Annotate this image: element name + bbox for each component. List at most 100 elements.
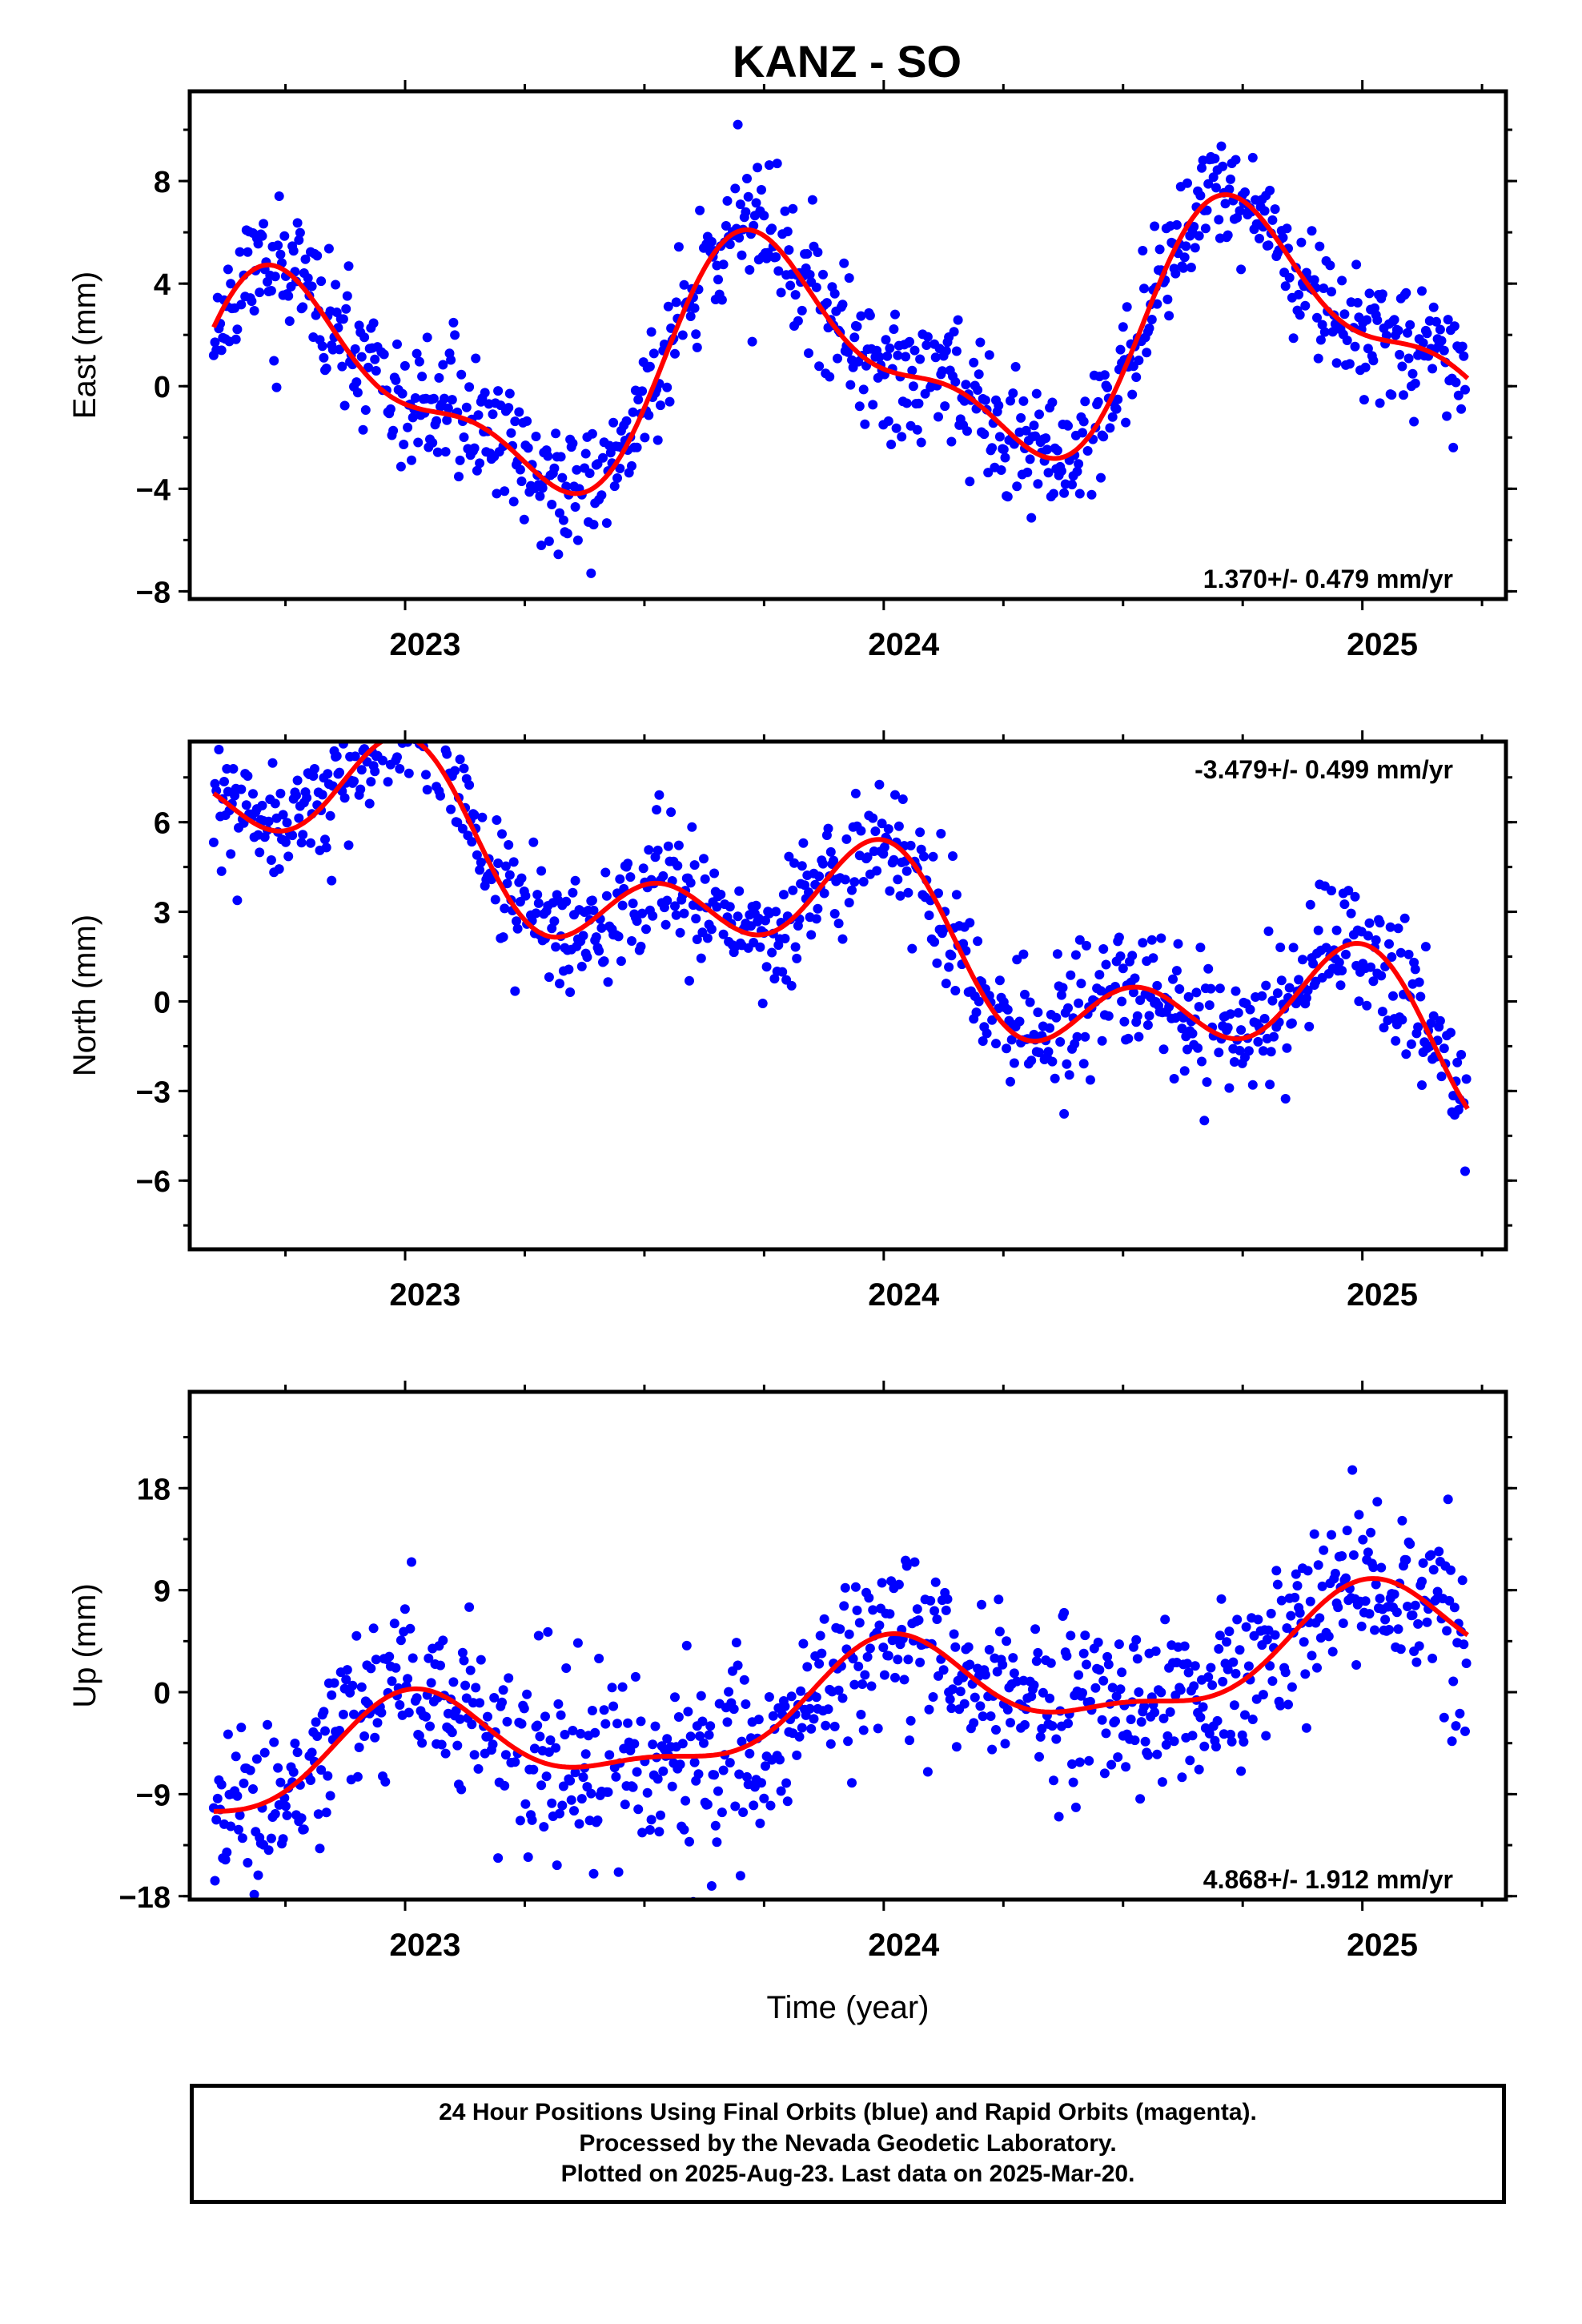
data-point — [1139, 1702, 1149, 1712]
data-point — [885, 1609, 895, 1619]
data-point — [1130, 1735, 1140, 1746]
data-point — [591, 932, 601, 943]
data-points-north — [208, 705, 1472, 1176]
data-point — [1337, 275, 1347, 286]
data-point — [492, 815, 502, 825]
data-point — [448, 721, 458, 730]
data-point — [629, 1739, 640, 1749]
data-point — [510, 986, 520, 996]
data-point — [1431, 316, 1441, 327]
data-point — [226, 1821, 236, 1831]
data-point — [615, 464, 625, 473]
data-point — [1331, 358, 1342, 368]
data-point — [648, 911, 658, 921]
data-point — [1204, 1728, 1215, 1739]
data-point — [942, 1594, 953, 1604]
data-point — [1247, 152, 1258, 163]
data-point — [915, 827, 926, 838]
data-point — [1436, 1072, 1447, 1082]
data-point — [1364, 1609, 1375, 1619]
data-point — [335, 1726, 344, 1735]
data-point — [709, 1770, 720, 1780]
data-point — [922, 1767, 933, 1777]
data-point — [516, 1719, 527, 1729]
data-point — [1070, 1802, 1081, 1812]
data-point — [1174, 984, 1185, 994]
data-point — [455, 754, 465, 765]
data-point — [792, 1750, 802, 1760]
data-point — [1177, 1772, 1187, 1783]
data-point — [475, 865, 485, 875]
data-point — [825, 1739, 836, 1749]
data-point — [1041, 433, 1051, 444]
data-point — [709, 868, 720, 879]
data-point — [616, 956, 626, 967]
data-point — [327, 1690, 337, 1700]
data-point — [850, 1582, 861, 1592]
data-point — [849, 877, 860, 887]
data-point — [404, 1707, 414, 1718]
data-point — [858, 384, 869, 395]
data-point — [781, 1778, 792, 1788]
data-point — [1114, 932, 1124, 943]
data-point — [1272, 988, 1283, 999]
data-point — [1052, 445, 1062, 456]
data-point — [1232, 1614, 1243, 1625]
data-point — [790, 942, 801, 952]
data-point — [1403, 328, 1412, 338]
data-point — [1055, 1037, 1066, 1047]
data-point — [1351, 1660, 1362, 1670]
data-point — [290, 1739, 300, 1748]
data-point — [1228, 1657, 1239, 1667]
data-point — [849, 332, 860, 343]
data-point — [1327, 886, 1336, 896]
data-point — [488, 409, 498, 420]
data-point — [570, 502, 580, 512]
data-point — [749, 1800, 759, 1811]
data-point — [1231, 986, 1241, 996]
data-point — [1067, 480, 1077, 490]
data-point — [837, 934, 848, 944]
data-point — [528, 1764, 539, 1775]
data-point — [1093, 1637, 1103, 1647]
data-point — [941, 1605, 951, 1615]
data-point — [341, 1675, 351, 1685]
data-point — [243, 1858, 253, 1868]
data-point — [514, 407, 524, 417]
data-point — [636, 1716, 646, 1727]
data-point — [1066, 1630, 1076, 1641]
data-point — [971, 1007, 982, 1018]
data-point — [915, 1657, 926, 1667]
data-point — [1236, 1025, 1247, 1035]
data-point — [941, 346, 951, 356]
data-point — [919, 851, 929, 862]
data-point — [1025, 997, 1035, 1007]
data-point — [444, 705, 453, 714]
data-point — [1298, 955, 1307, 965]
data-point — [890, 790, 900, 800]
data-point — [417, 372, 428, 382]
data-point — [1101, 1728, 1111, 1739]
data-point — [1364, 288, 1375, 299]
data-point — [1434, 1546, 1444, 1557]
data-point — [1030, 1624, 1041, 1634]
data-point — [500, 1750, 511, 1760]
data-point — [572, 535, 583, 545]
data-point — [555, 979, 564, 989]
data-point — [500, 486, 510, 497]
data-point — [1403, 949, 1414, 959]
data-point — [532, 890, 543, 900]
data-point — [280, 1801, 291, 1811]
data-point — [848, 1654, 858, 1664]
data-point — [666, 807, 677, 818]
data-point — [1111, 404, 1122, 414]
data-point — [1190, 1661, 1200, 1671]
data-point — [219, 777, 229, 786]
data-point — [1432, 1586, 1443, 1597]
data-point — [1072, 466, 1082, 476]
data-point — [1056, 466, 1066, 476]
data-point — [1226, 174, 1235, 184]
data-point — [1284, 272, 1295, 283]
data-point — [994, 400, 1004, 411]
data-point — [1338, 1618, 1348, 1628]
